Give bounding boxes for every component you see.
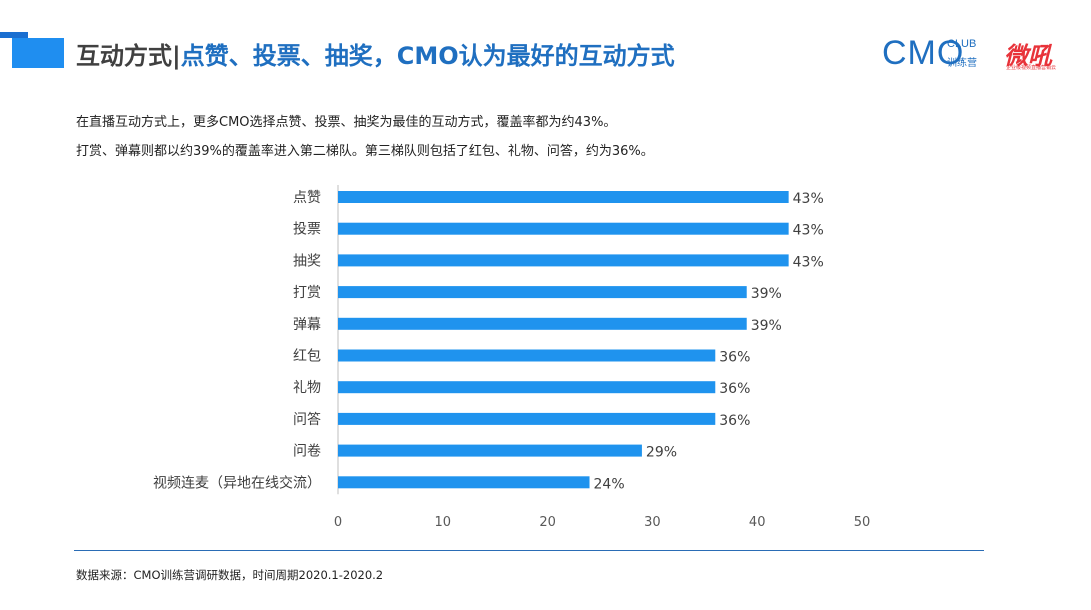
data-label-1: 43%: [793, 223, 824, 239]
title-rest: 点赞、投票、抽奖，CMO认为最好的互动方式: [180, 42, 675, 70]
category-label-5: 红包: [293, 349, 321, 365]
weihou-logo: 微吼: [1004, 42, 1052, 70]
category-label-9: 视频连麦（异地在线交流）: [153, 474, 321, 491]
weihou-logo-subtitle: 企业级视频直播营销云: [1006, 65, 1057, 71]
title-prefix: 互动方式|: [76, 42, 181, 70]
header-accent-block: [12, 38, 64, 68]
bar-4: [338, 317, 747, 330]
category-label-2: 抽奖: [293, 252, 321, 269]
bar-2: [338, 254, 789, 267]
bar-1: [338, 222, 789, 235]
description-line-1: 在直播互动方式上，更多CMO选择点赞、投票、抽奖为最佳的互动方式，覆盖率都为约4…: [76, 115, 617, 130]
x-tick-label-2: 20: [539, 515, 556, 530]
bar-0: [338, 191, 789, 203]
x-tick-label-1: 10: [435, 515, 452, 530]
data-label-7: 36%: [719, 413, 750, 429]
category-label-7: 问答: [293, 411, 321, 428]
bar-5: [338, 349, 716, 362]
bar-7: [338, 412, 716, 425]
bar-6: [338, 381, 716, 394]
bar-8: [338, 444, 642, 457]
category-label-6: 礼物: [293, 380, 321, 396]
data-label-3: 39%: [751, 286, 782, 302]
category-label-0: 点赞: [293, 190, 321, 206]
cmo-logo: CMO: [882, 34, 965, 72]
bar-chart: 点赞 43% 投票 43% 抽奖 43% 打赏 39% 弹幕 39% 红包 36% 礼物 36% 问答 36%…: [153, 185, 871, 530]
footer-divider: [74, 550, 984, 551]
data-label-6: 36%: [719, 381, 750, 397]
page-title: 互动方式|点赞、投票、抽奖，CMO认为最好的互动方式: [76, 36, 675, 71]
data-label-8: 29%: [646, 445, 677, 461]
x-tick-label-5: 50: [854, 515, 871, 530]
category-label-4: 弹幕: [293, 317, 321, 333]
x-tick-label-3: 30: [644, 515, 661, 530]
cmo-logo-train: 训练营: [947, 58, 977, 69]
x-tick-label-0: 0: [334, 515, 342, 530]
data-source: 数据来源：CMO训练营调研数据，时间周期2020.1-2020.2: [76, 568, 384, 582]
data-label-5: 36%: [719, 350, 750, 366]
category-label-1: 投票: [293, 222, 321, 238]
description-line-2: 打赏、弹幕则都以约39%的覆盖率进入第二梯队。第三梯队则包括了红包、礼物、问答，…: [76, 144, 654, 159]
bar-9: [338, 476, 590, 489]
data-label-2: 43%: [793, 254, 824, 270]
category-label-3: 打赏: [293, 284, 321, 301]
bar-3: [338, 286, 747, 299]
data-label-9: 24%: [594, 476, 625, 492]
data-label-0: 43%: [793, 191, 824, 207]
cmo-logo-club: CLUB: [947, 38, 977, 50]
category-label-8: 问卷: [293, 444, 321, 460]
data-label-4: 39%: [751, 318, 782, 334]
header-accent-bar: [0, 32, 28, 38]
x-tick-label-4: 40: [749, 515, 766, 530]
